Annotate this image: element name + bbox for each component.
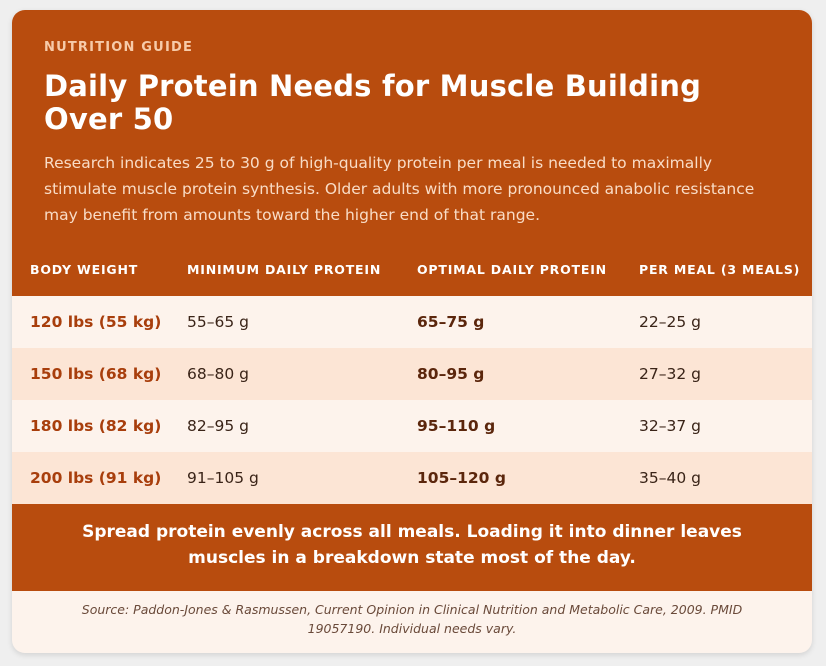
cell-body-weight: 150 lbs (68 kg) — [30, 365, 162, 383]
cell-optimal-protein: 65–75 g — [417, 313, 485, 331]
column-header-body-weight: BODY WEIGHT — [30, 262, 139, 277]
table-row: 150 lbs (68 kg) 68–80 g 80–95 g 27–32 g — [12, 348, 812, 400]
cell-optimal-protein: 105–120 g — [417, 469, 506, 487]
cell-per-meal: 22–25 g — [639, 313, 701, 331]
column-header-minimum-daily-protein: MINIMUM DAILY PROTEIN — [187, 262, 382, 277]
column-header-optimal-daily-protein: OPTIMAL DAILY PROTEIN — [417, 262, 607, 277]
table-row: 120 lbs (55 kg) 55–65 g 65–75 g 22–25 g — [12, 296, 812, 348]
cell-per-meal: 27–32 g — [639, 365, 701, 383]
card-header: NUTRITION GUIDE Daily Protein Needs for … — [12, 10, 812, 243]
cell-optimal-protein: 80–95 g — [417, 365, 485, 383]
cell-per-meal: 32–37 g — [639, 417, 701, 435]
source-citation: Source: Paddon-Jones & Rasmussen, Curren… — [81, 602, 743, 636]
cell-minimum-protein: 82–95 g — [187, 417, 249, 435]
cell-body-weight: 180 lbs (82 kg) — [30, 417, 162, 435]
column-header-per-meal: PER MEAL (3 MEALS) — [639, 262, 801, 277]
cell-optimal-protein: 95–110 g — [417, 417, 496, 435]
cell-body-weight: 120 lbs (55 kg) — [30, 313, 162, 331]
table-row: 180 lbs (82 kg) 82–95 g 95–110 g 32–37 g — [12, 400, 812, 452]
protein-guide-card: NUTRITION GUIDE Daily Protein Needs for … — [12, 10, 812, 653]
protein-table: BODY WEIGHT MINIMUM DAILY PROTEIN OPTIMA… — [12, 243, 812, 504]
table-header-row: BODY WEIGHT MINIMUM DAILY PROTEIN OPTIMA… — [12, 243, 812, 296]
tip-banner: Spread protein evenly across all meals. … — [12, 504, 812, 591]
cell-minimum-protein: 91–105 g — [187, 469, 259, 487]
cell-per-meal: 35–40 g — [639, 469, 701, 487]
cell-minimum-protein: 68–80 g — [187, 365, 249, 383]
eyebrow-label: NUTRITION GUIDE — [44, 40, 194, 55]
cell-minimum-protein: 55–65 g — [187, 313, 249, 331]
page-title: Daily Protein Needs for Muscle Building … — [44, 69, 702, 136]
table-row: 200 lbs (91 kg) 91–105 g 105–120 g 35–40… — [12, 452, 812, 504]
intro-paragraph: Research indicates 25 to 30 g of high-qu… — [44, 154, 755, 224]
cell-body-weight: 200 lbs (91 kg) — [30, 469, 162, 487]
